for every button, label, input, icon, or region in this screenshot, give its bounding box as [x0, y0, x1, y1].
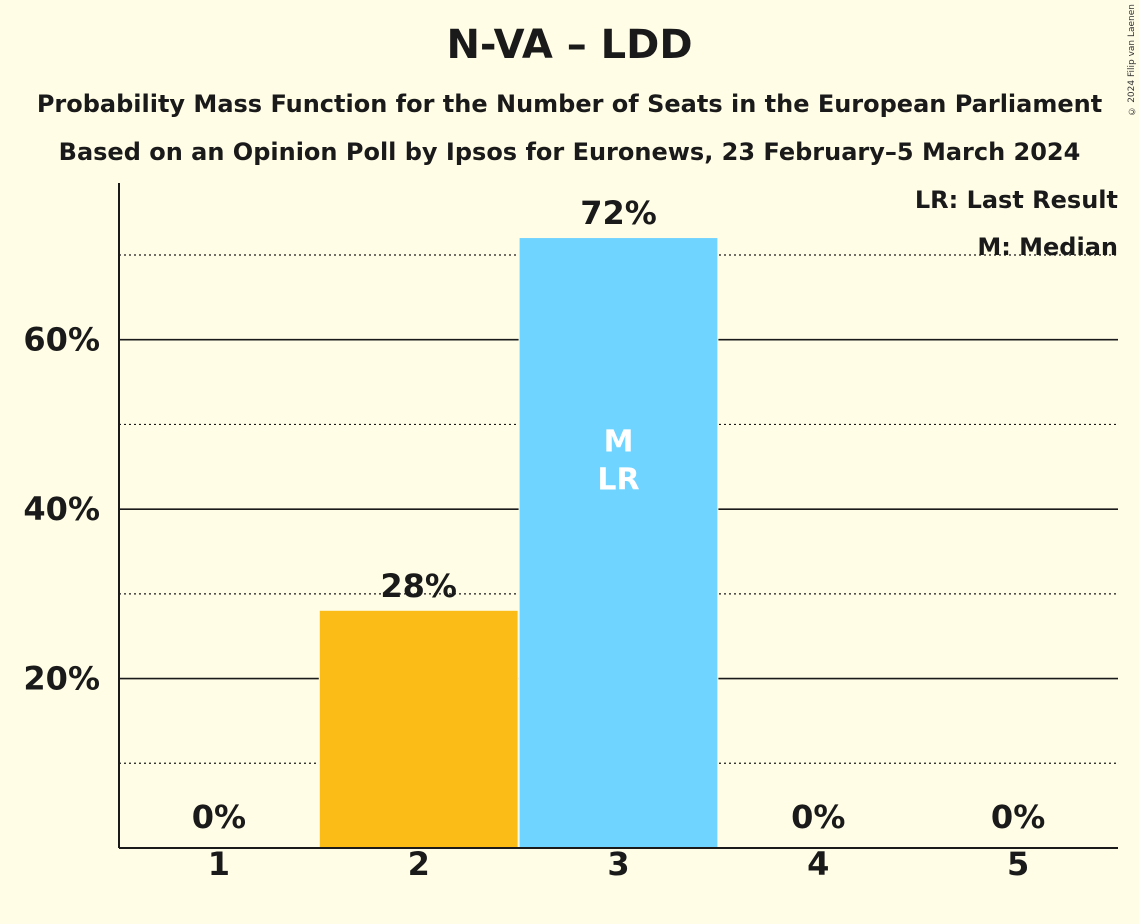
x-tick-label: 3 [607, 845, 629, 883]
x-tick-label: 4 [807, 845, 829, 883]
y-tick-label: 20% [23, 660, 100, 698]
chart-subtitle-2: Based on an Opinion Poll by Ipsos for Eu… [58, 138, 1081, 166]
bar [319, 610, 518, 848]
bar-value-label: 0% [991, 798, 1045, 836]
x-tick-label: 2 [408, 845, 430, 883]
bar-value-label: 0% [192, 798, 246, 836]
y-tick-label: 60% [23, 321, 100, 359]
bar-value-label: 0% [791, 798, 845, 836]
x-tick-label: 5 [1007, 845, 1029, 883]
x-tick-label: 1 [208, 845, 230, 883]
legend-median: M: Median [977, 233, 1118, 261]
bar-value-label: 28% [380, 567, 457, 605]
bar-marker-label: M [604, 425, 634, 460]
chart-subtitle-1: Probability Mass Function for the Number… [36, 90, 1103, 118]
bar-marker-label: LR [597, 463, 639, 498]
chart-title: N-VA – LDD [446, 22, 693, 68]
bar [519, 238, 718, 848]
bar-value-label: 72% [580, 194, 657, 232]
y-tick-label: 40% [23, 490, 100, 528]
legend-last-result: LR: Last Result [914, 186, 1118, 214]
